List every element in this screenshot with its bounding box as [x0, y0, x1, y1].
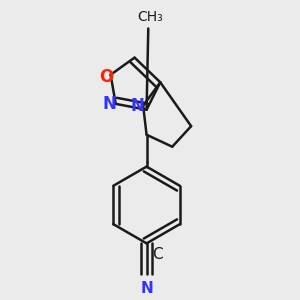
- Text: N: N: [103, 95, 116, 113]
- Text: O: O: [99, 68, 113, 86]
- Text: C: C: [152, 247, 163, 262]
- Text: CH₃: CH₃: [137, 11, 163, 24]
- Text: N: N: [130, 97, 144, 115]
- Text: N: N: [140, 281, 153, 296]
